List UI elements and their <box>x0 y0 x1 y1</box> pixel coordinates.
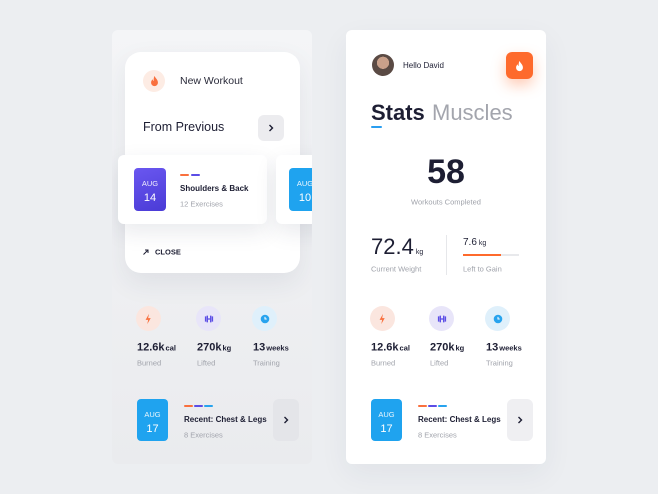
unit: kg <box>478 240 487 247</box>
value: 13 <box>486 341 499 354</box>
close-button[interactable]: CLOSE <box>155 247 181 257</box>
stat-icon <box>196 306 221 331</box>
stat-label: Burned <box>137 358 162 368</box>
stat-value: 13weeks <box>253 341 289 354</box>
recent-title[interactable]: Recent: Chest & Legs <box>184 415 267 424</box>
value: 72.4 <box>371 234 414 259</box>
stat-label: Burned <box>371 358 396 368</box>
value: 13 <box>253 341 266 354</box>
accent <box>418 405 427 407</box>
day: 10 <box>298 192 312 204</box>
recent-title[interactable]: Recent: Chest & Legs <box>418 415 501 424</box>
date-badge: AUG 17 <box>371 399 402 441</box>
date-badge: AUG 17 <box>137 399 168 441</box>
accent <box>438 405 447 407</box>
unit: cal <box>399 343 410 353</box>
unit: cal <box>165 343 176 353</box>
value: 12.6k <box>371 341 399 354</box>
workout-card[interactable]: AUG 14 Shoulders & Back 12 Exercises <box>118 155 267 224</box>
phone-left: New Workout From Previous AUG 14 Shoulde… <box>112 30 312 464</box>
workout-subtitle: 12 Exercises <box>180 199 223 209</box>
stat-value: 270kkg <box>430 341 465 354</box>
month: AUG <box>296 179 312 188</box>
progress-fill <box>463 254 502 256</box>
recent-subtitle: 8 Exercises <box>184 430 223 440</box>
workout-card[interactable]: AUG 10 <box>276 155 312 224</box>
unit: kg <box>415 249 424 256</box>
next-button[interactable] <box>258 115 284 141</box>
close-icon <box>143 249 149 255</box>
gain-label: Left to Gain <box>463 264 502 274</box>
divider <box>446 235 447 275</box>
flame-icon <box>143 70 165 92</box>
accent <box>184 405 193 407</box>
avatar <box>372 54 394 76</box>
stat-label: Training <box>486 358 513 368</box>
stat-value: 12.6kcal <box>371 341 410 354</box>
stat-icon <box>370 306 395 331</box>
gain-value: 7.6 kg <box>463 238 486 248</box>
value: 270k <box>430 341 455 354</box>
accent <box>194 405 203 407</box>
next-button[interactable] <box>273 399 299 441</box>
unit: weeks <box>499 343 522 353</box>
unit: weeks <box>266 343 289 353</box>
tab-muscles[interactable]: Muscles <box>432 100 513 125</box>
day: 17 <box>146 423 159 435</box>
value: 270k <box>197 341 222 354</box>
workouts-value: 58 <box>427 153 465 191</box>
stat-value: 270kkg <box>197 341 232 354</box>
new-workout[interactable]: New Workout <box>180 74 243 87</box>
workouts-label: Workouts Completed <box>411 197 481 207</box>
stat-icon <box>429 306 454 331</box>
recent-subtitle: 8 Exercises <box>418 430 457 440</box>
unit: kg <box>222 343 232 353</box>
month: AUG <box>141 179 159 188</box>
month: AUG <box>144 410 161 419</box>
flame-button[interactable] <box>506 52 533 79</box>
workout-title: Shoulders & Back <box>180 184 249 193</box>
tab-stats[interactable]: Stats <box>371 100 425 125</box>
stat-value: 13weeks <box>486 341 522 354</box>
date-badge: AUG 14 <box>134 168 166 211</box>
accent <box>191 174 200 176</box>
accent <box>180 174 189 176</box>
progress-track <box>463 254 519 256</box>
next-button[interactable] <box>507 399 533 441</box>
stat-label: Training <box>253 358 280 368</box>
from-previous: From Previous <box>143 119 225 134</box>
phone-right: Hello David Stats Muscles 58 Workouts Co… <box>346 30 546 464</box>
date-badge: AUG 10 <box>289 168 312 211</box>
stat-icon <box>252 306 277 331</box>
accent <box>428 405 437 407</box>
stat-label: Lifted <box>197 358 216 368</box>
day: 14 <box>143 192 157 204</box>
stat-label: Lifted <box>430 358 449 368</box>
stat-icon <box>136 306 161 331</box>
weight-label: Current Weight <box>371 264 422 274</box>
value: 7.6 <box>463 237 477 248</box>
weight-value: 72.4 kg <box>371 236 423 258</box>
month: AUG <box>378 410 395 419</box>
stat-icon <box>485 306 510 331</box>
greeting: Hello David <box>403 61 444 70</box>
tab-indicator <box>371 126 382 128</box>
day: 17 <box>380 423 393 435</box>
value: 12.6k <box>137 341 165 354</box>
unit: kg <box>455 343 465 353</box>
stat-value: 12.6kcal <box>137 341 176 354</box>
accent <box>204 405 213 407</box>
